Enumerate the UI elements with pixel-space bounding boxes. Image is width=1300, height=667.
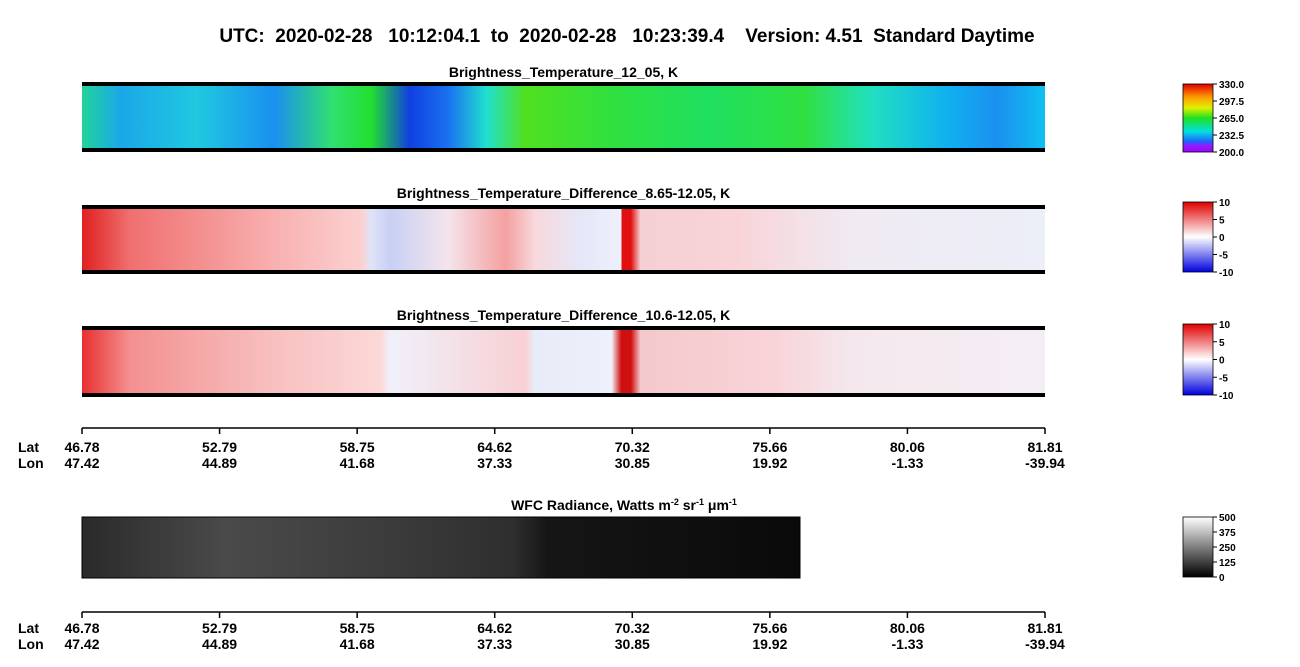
colorbar-label: 330.0: [1219, 80, 1244, 91]
strip-border: [82, 82, 1045, 86]
colorbar: [1182, 201, 1214, 273]
lat-value: 64.62: [477, 620, 512, 636]
colorbar-label: 265.0: [1219, 114, 1244, 125]
lon-value: -1.33: [891, 455, 923, 471]
panel-title: Brightness_Temperature_Difference_8.65-1…: [397, 185, 731, 201]
lon-value: 41.68: [340, 455, 375, 471]
lat-value: 52.79: [202, 439, 237, 455]
strip-border: [82, 326, 1045, 330]
colorbar-label: -10: [1219, 268, 1234, 279]
lon-value: 37.33: [477, 636, 512, 652]
strip-border: [82, 205, 1045, 209]
image-strip: [82, 517, 800, 578]
lon-value: 44.89: [202, 636, 237, 652]
colorbar-label: 10: [1219, 320, 1231, 331]
lat-value: 70.32: [615, 439, 650, 455]
colorbar-label: 5: [1219, 216, 1225, 227]
panel-title: WFC Radiance, Watts m-2 sr-1 μm-1: [511, 497, 737, 513]
image-strip: [82, 84, 1045, 150]
lon-value: -39.94: [1025, 455, 1065, 471]
colorbar-label: 0: [1219, 356, 1225, 367]
panel-title: Brightness_Temperature_Difference_10.6-1…: [397, 307, 731, 323]
lat-value: 75.66: [752, 620, 787, 636]
lat-value: 58.75: [340, 439, 375, 455]
lon-label: Lon: [18, 455, 44, 471]
image-strip: [82, 328, 1045, 395]
lat-value: 52.79: [202, 620, 237, 636]
strip-border: [82, 270, 1045, 274]
title-part: sr: [679, 497, 697, 513]
colorbar: [1182, 516, 1214, 578]
lon-value: 47.42: [64, 455, 99, 471]
title-part: -1: [696, 497, 704, 507]
lon-value: 47.42: [64, 636, 99, 652]
colorbar-label: 125: [1219, 558, 1236, 569]
strip-border: [82, 393, 1045, 397]
colorbar-label: 200.0: [1219, 148, 1244, 159]
lon-value: 41.68: [340, 636, 375, 652]
lon-value: 37.33: [477, 455, 512, 471]
title-part: -2: [671, 497, 679, 507]
lat-value: 46.78: [64, 439, 99, 455]
title-part: -1: [729, 497, 737, 507]
lon-value: 19.92: [752, 455, 787, 471]
lat-value: 64.62: [477, 439, 512, 455]
image-strip: [82, 207, 1045, 272]
colorbar-label: 250: [1219, 543, 1236, 554]
colorbar-label: -5: [1219, 373, 1228, 384]
lat-value: 75.66: [752, 439, 787, 455]
colorbar-label: 297.5: [1219, 97, 1244, 108]
lat-value: 46.78: [64, 620, 99, 636]
lat-value: 70.32: [615, 620, 650, 636]
colorbar-label: 232.5: [1219, 131, 1244, 142]
lat-label: Lat: [18, 620, 39, 636]
colorbar-label: 375: [1219, 528, 1236, 539]
colorbar-label: 5: [1219, 338, 1225, 349]
title-part: WFC Radiance, Watts m: [511, 497, 671, 513]
lon-value: 44.89: [202, 455, 237, 471]
lon-value: 30.85: [615, 455, 650, 471]
lat-value: 58.75: [340, 620, 375, 636]
lat-value: 80.06: [890, 620, 925, 636]
strip-border: [81, 516, 801, 579]
colorbar-label: 10: [1219, 198, 1231, 209]
colorbar-label: -10: [1219, 391, 1234, 402]
strip-border: [82, 148, 1045, 152]
lon-value: 19.92: [752, 636, 787, 652]
lon-label: Lon: [18, 636, 44, 652]
lon-value: 30.85: [615, 636, 650, 652]
colorbar-label: 0: [1219, 573, 1225, 584]
colorbar-label: 0: [1219, 233, 1225, 244]
colorbar: [1182, 323, 1214, 396]
lon-value: -1.33: [891, 636, 923, 652]
lat-value: 80.06: [890, 439, 925, 455]
colorbar-label: -5: [1219, 251, 1228, 262]
panel-title: Brightness_Temperature_12_05, K: [449, 64, 678, 80]
title-part: μm: [704, 497, 729, 513]
lat-label: Lat: [18, 439, 39, 455]
colorbar-label: 500: [1219, 513, 1236, 524]
lat-value: 81.81: [1027, 620, 1062, 636]
figure-title: UTC: 2020-02-28 10:12:04.1 to 2020-02-28…: [219, 26, 1034, 47]
colorbar: [1182, 83, 1214, 153]
lon-value: -39.94: [1025, 636, 1065, 652]
lat-value: 81.81: [1027, 439, 1062, 455]
